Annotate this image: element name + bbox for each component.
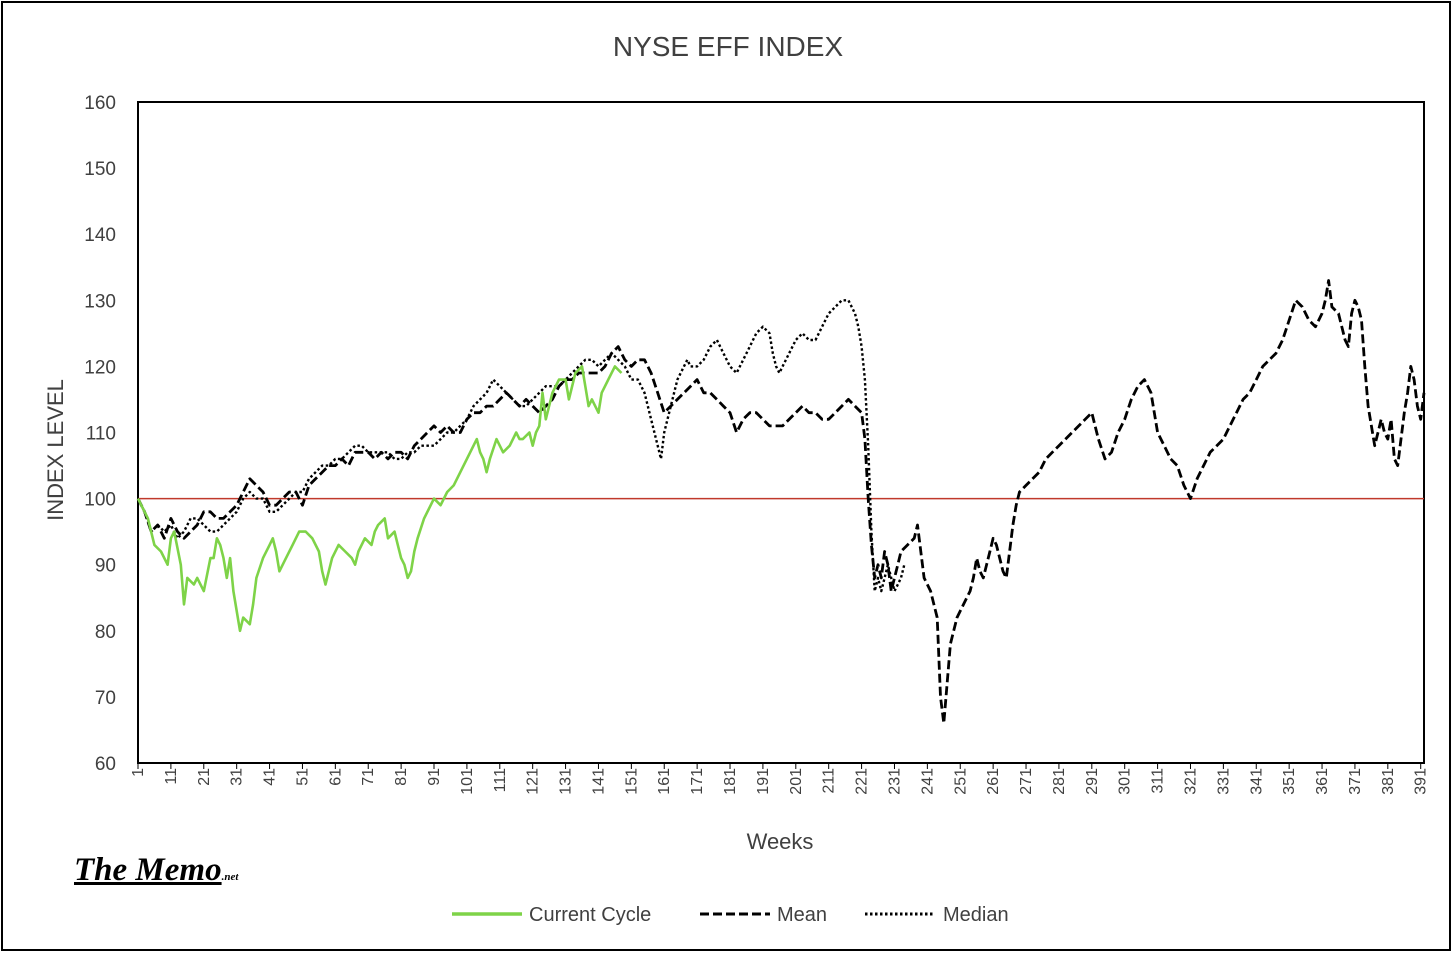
y-tick-label: 140 [84, 225, 116, 246]
x-tick-label: 121 [525, 768, 542, 795]
x-tick-label: 311 [1150, 768, 1167, 794]
x-tick-label: 131 [558, 768, 575, 795]
x-tick-label: 91 [426, 768, 443, 786]
x-tick-label: 161 [656, 768, 673, 795]
x-tick-label: 151 [623, 768, 640, 795]
x-tick-label: 191 [755, 768, 772, 795]
x-tick-label: 291 [1084, 768, 1101, 795]
x-tick-label: 241 [919, 768, 936, 795]
y-tick-label: 150 [84, 159, 116, 180]
x-tick-label: 61 [327, 768, 344, 786]
x-tick-label: 261 [985, 768, 1002, 795]
the-memo-logo: The Memo.net [74, 852, 238, 889]
x-axis-ticks: 1 11 21 31 41 51 61 71 81 91 101 111 121 131 141 151 161… [130, 763, 1430, 795]
chart-title: NYSE EFF INDEX [613, 31, 844, 62]
series-line-median [136, 299, 906, 593]
x-axis-label: Weeks [747, 829, 814, 854]
x-tick-label: 201 [788, 768, 805, 795]
logo-suffix: .net [221, 871, 239, 883]
series-line-mean [136, 279, 1426, 725]
legend-label: Median [943, 904, 1009, 926]
x-tick-label: 361 [1314, 768, 1331, 795]
x-tick-label: 281 [1051, 768, 1068, 795]
series-line-current-cycle [136, 365, 623, 633]
y-tick-label: 120 [84, 357, 116, 378]
y-tick-label: 60 [95, 754, 116, 775]
logo-text: The Memo [74, 852, 222, 888]
x-tick-label: 41 [262, 768, 279, 786]
x-tick-label: 51 [294, 768, 311, 786]
plot-area [137, 101, 1425, 764]
x-tick-label: 101 [459, 768, 476, 795]
y-tick-label: 100 [84, 490, 116, 511]
y-tick-label: 70 [95, 688, 116, 709]
x-tick-label: 71 [360, 768, 377, 786]
x-tick-label: 231 [886, 768, 903, 795]
x-tick-label: 321 [1182, 768, 1199, 795]
x-tick-label: 1 [130, 768, 147, 777]
x-tick-label: 251 [952, 768, 969, 795]
x-tick-label: 141 [590, 768, 607, 795]
x-tick-label: 181 [722, 768, 739, 795]
x-tick-label: 271 [1018, 768, 1035, 795]
legend: Current Cycle Mean Median [452, 904, 1009, 926]
y-axis-label: INDEX LEVEL [43, 379, 68, 521]
legend-label: Current Cycle [529, 904, 651, 926]
x-tick-label: 211 [821, 768, 838, 794]
y-tick-label: 130 [84, 291, 116, 312]
legend-label: Mean [777, 904, 827, 926]
y-tick-label: 80 [95, 622, 116, 643]
x-tick-label: 171 [689, 768, 706, 795]
y-tick-label: 90 [95, 556, 116, 577]
x-tick-label: 21 [196, 768, 213, 786]
x-tick-label: 301 [1117, 768, 1134, 795]
y-tick-label: 110 [86, 424, 116, 445]
x-tick-label: 341 [1248, 768, 1265, 795]
x-tick-label: 31 [229, 768, 246, 786]
x-tick-label: 391 [1413, 768, 1430, 795]
series-layer [136, 279, 1426, 725]
x-tick-label: 11 [163, 768, 180, 785]
x-tick-label: 81 [393, 768, 410, 786]
x-tick-label: 381 [1380, 768, 1397, 795]
x-tick-label: 331 [1215, 768, 1232, 795]
y-axis-ticks: 60 70 80 90 100 110 120 130 140 150 160 [84, 93, 116, 775]
y-tick-label: 160 [84, 93, 116, 114]
x-tick-label: 111 [492, 768, 509, 792]
x-tick-label: 351 [1281, 768, 1298, 795]
x-tick-label: 221 [854, 768, 871, 795]
x-tick-label: 371 [1347, 768, 1364, 795]
